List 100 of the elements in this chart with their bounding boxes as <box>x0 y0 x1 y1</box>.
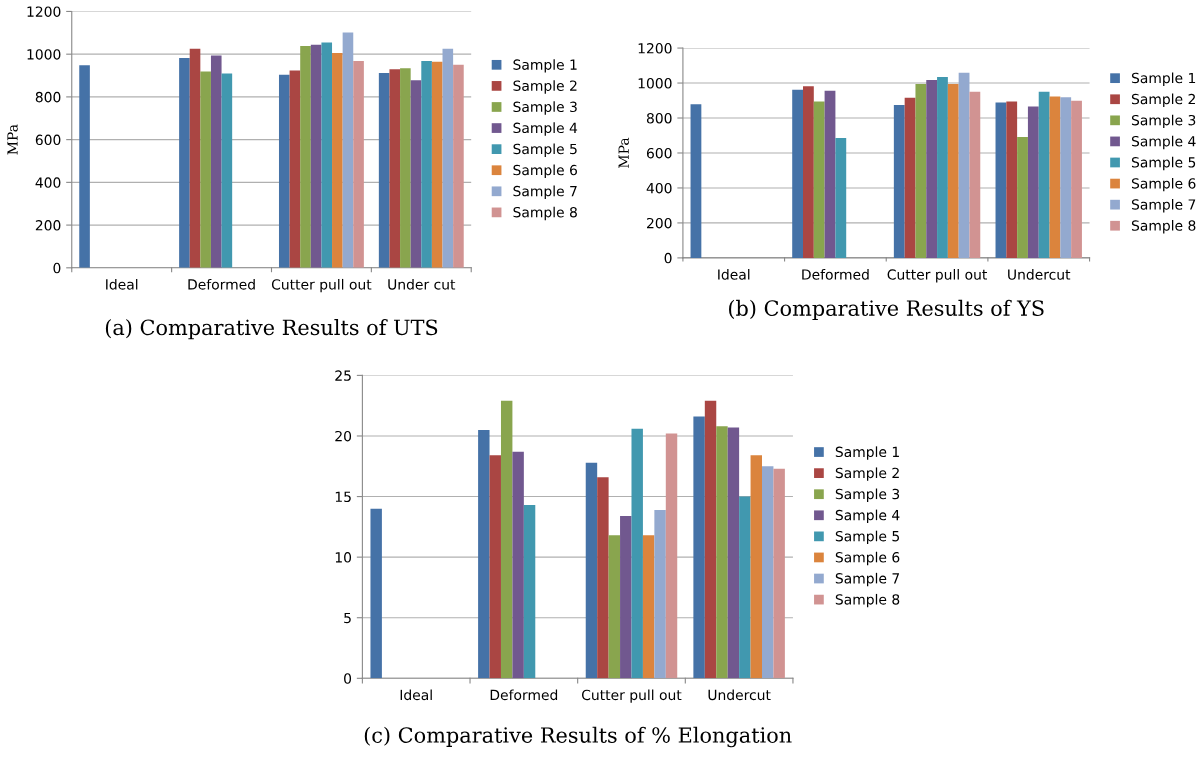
legend-label: Sample 8 <box>1131 220 1196 234</box>
y-tick-label: 200 <box>647 217 672 229</box>
x-tick-label: Deformed <box>802 269 869 280</box>
bar <box>1049 96 1061 258</box>
bar <box>500 400 513 679</box>
bar <box>958 72 970 258</box>
bar <box>773 468 785 679</box>
bar <box>631 428 643 679</box>
bar <box>704 400 717 679</box>
bar <box>431 61 443 268</box>
y-tick-label: 1200 <box>638 43 672 54</box>
y-tick-label: 20 <box>335 430 352 442</box>
text: (a) Comparative Results of UTS <box>105 319 438 340</box>
bar <box>389 69 401 268</box>
bar <box>1038 91 1050 258</box>
bar <box>300 46 311 268</box>
y-axis-title: MPa <box>618 137 629 168</box>
x-tick-label: Ideal <box>106 278 138 290</box>
bar <box>824 90 836 258</box>
bar <box>321 42 333 268</box>
bar <box>478 429 490 679</box>
y-tick-label: 400 <box>35 177 61 188</box>
y-axis-title: MPa <box>7 124 18 155</box>
bar <box>1027 106 1039 258</box>
y-tick-label: 600 <box>35 134 61 146</box>
y-tick-label: 0 <box>664 252 672 264</box>
legend-label: Sample 6 <box>835 551 900 566</box>
legend-label: Sample 4 <box>835 509 900 524</box>
bar <box>1006 101 1018 258</box>
bar <box>1060 97 1072 258</box>
bar <box>512 451 524 679</box>
bar <box>813 101 825 258</box>
y-tick-label: 800 <box>646 112 672 124</box>
bar <box>739 496 751 679</box>
y-tick-label: 200 <box>35 220 61 231</box>
bar <box>221 73 233 268</box>
x-tick-label: Ideal <box>718 269 750 280</box>
bar <box>310 44 322 268</box>
legend-label: Sample 6 <box>513 164 577 178</box>
y-tick-label: 1000 <box>638 78 672 89</box>
legend-label: Sample 3 <box>1131 114 1196 129</box>
bar <box>654 509 666 679</box>
bar <box>442 48 454 268</box>
bar <box>995 102 1007 258</box>
legend-label: Sample 2 <box>835 467 899 481</box>
bar <box>926 80 938 258</box>
bar <box>421 61 432 268</box>
legend-label: Sample 3 <box>513 101 577 115</box>
bar <box>642 535 655 679</box>
legend-label: Sample 7 <box>513 185 577 200</box>
bar <box>803 86 814 258</box>
y-tick-label: 1200 <box>27 6 61 17</box>
bar <box>353 61 364 268</box>
text: (b) Comparative Results of YS <box>729 299 1044 321</box>
y-tick-label: 1000 <box>27 49 61 60</box>
bar <box>453 64 464 268</box>
y-tick-label: 15 <box>335 491 351 503</box>
bar <box>608 535 621 679</box>
bar <box>79 65 90 268</box>
legend-label: Sample 2 <box>1131 93 1195 107</box>
bar <box>489 455 501 679</box>
bar <box>915 83 927 258</box>
bar <box>342 32 354 268</box>
y-tick-label: 0 <box>344 673 352 684</box>
bar <box>969 91 981 258</box>
bar <box>1017 137 1028 258</box>
bar <box>947 83 959 258</box>
legend-label: Sample 7 <box>1131 198 1196 213</box>
bar <box>278 74 290 268</box>
legend-label: Sample 5 <box>835 530 900 545</box>
bar <box>378 72 390 268</box>
bar <box>523 505 536 679</box>
y-tick-label: 800 <box>35 91 61 103</box>
bar <box>835 138 847 258</box>
x-tick-label: Cutter pull out <box>271 278 372 293</box>
bar <box>400 68 411 268</box>
legend-label: Sample 8 <box>835 593 900 608</box>
legend-label: Sample 1 <box>513 59 577 73</box>
bar <box>893 105 905 258</box>
bar <box>370 508 382 679</box>
bar <box>179 58 190 268</box>
y-tick-label: 25 <box>335 370 351 381</box>
bar <box>410 80 422 268</box>
legend-label: Sample 4 <box>1131 135 1196 150</box>
x-tick-label: Cutter pull out <box>887 269 988 283</box>
legend-label: Sample 2 <box>513 80 577 94</box>
bar <box>716 426 728 679</box>
x-tick-label: Ideal <box>400 689 432 701</box>
y-tick-label: 600 <box>646 147 672 159</box>
bar <box>1071 100 1082 258</box>
legend-label: Sample 6 <box>1131 177 1196 192</box>
legend-label: Sample 5 <box>513 143 577 157</box>
bar <box>585 462 598 679</box>
x-tick-label: Cutter pull out <box>581 689 682 703</box>
legend-label: Sample 8 <box>513 206 577 221</box>
text: (c) Comparative Results of % Elongation <box>364 726 792 748</box>
x-tick-label: Under cut <box>388 278 456 290</box>
legend-label: Sample 4 <box>513 122 578 136</box>
bar <box>189 48 201 268</box>
bar <box>620 515 632 679</box>
